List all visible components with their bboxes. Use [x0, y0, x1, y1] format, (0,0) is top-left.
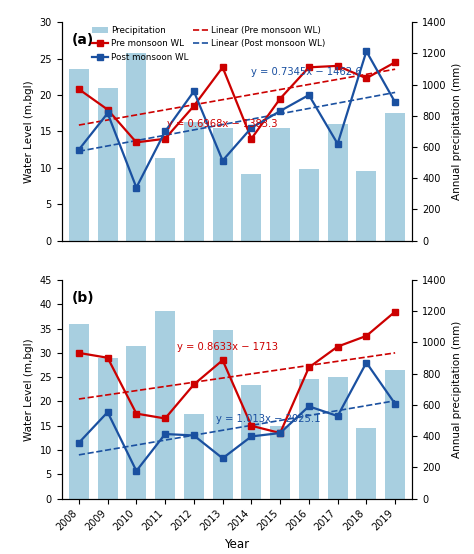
- X-axis label: Year: Year: [224, 538, 250, 551]
- Bar: [212, 129, 233, 240]
- Bar: [356, 428, 376, 499]
- Bar: [385, 112, 405, 240]
- Bar: [126, 53, 146, 240]
- Bar: [98, 358, 118, 499]
- Bar: [155, 158, 175, 240]
- Bar: [356, 171, 376, 240]
- Bar: [69, 69, 89, 240]
- Bar: [328, 377, 348, 499]
- Bar: [270, 129, 290, 240]
- Bar: [241, 173, 262, 240]
- Bar: [212, 330, 233, 499]
- Bar: [69, 324, 89, 499]
- Y-axis label: Water Level (m,bgl): Water Level (m,bgl): [24, 338, 34, 440]
- Bar: [98, 88, 118, 240]
- Y-axis label: Annual precipitation (mm): Annual precipitation (mm): [452, 63, 462, 200]
- Bar: [155, 311, 175, 499]
- Bar: [184, 122, 204, 240]
- Bar: [299, 169, 319, 240]
- Bar: [299, 379, 319, 499]
- Bar: [241, 386, 262, 499]
- Bar: [270, 426, 290, 499]
- Text: y = 0.6968x − 1383.3: y = 0.6968x − 1383.3: [167, 119, 277, 129]
- Y-axis label: Water Level (m,bgl): Water Level (m,bgl): [24, 80, 34, 183]
- Text: y = 0.7345x − 1462.6: y = 0.7345x − 1462.6: [251, 66, 362, 76]
- Bar: [328, 124, 348, 240]
- Y-axis label: Annual precipitation (mm): Annual precipitation (mm): [452, 321, 462, 458]
- Legend: Precipitation, Pre monsoon WL, Post monsoon WL, Linear (Pre monsoon WL), Linear : Precipitation, Pre monsoon WL, Post mons…: [91, 24, 327, 64]
- Bar: [126, 346, 146, 499]
- Bar: [385, 370, 405, 499]
- Bar: [184, 413, 204, 499]
- Text: y = 0.8633x − 1713: y = 0.8633x − 1713: [177, 342, 278, 352]
- Text: y = 1.013x − 2025.1: y = 1.013x − 2025.1: [216, 414, 320, 424]
- Text: (b): (b): [72, 291, 95, 305]
- Text: (a): (a): [72, 33, 94, 47]
